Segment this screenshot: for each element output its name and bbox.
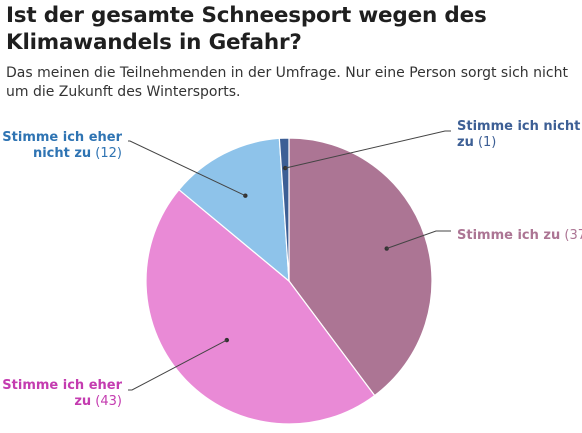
leader-line-2 <box>128 339 228 391</box>
pie-slice-2 <box>145 188 376 425</box>
leader-line-4 <box>285 130 451 169</box>
slice-label-1: Stimme ich zu (37) <box>457 228 582 243</box>
leader-dot-2 <box>224 337 230 343</box>
leader-line-1 <box>386 230 451 249</box>
chart-subtitle: Das meinen die Teilnehmenden in der Umfr… <box>6 65 568 100</box>
pie-slice-4 <box>278 137 290 282</box>
leader-dot-1 <box>384 246 389 251</box>
chart-title: Ist der gesamte Schneesport wegen des Kl… <box>6 3 487 55</box>
slice-label-3: Stimme ich eher nicht zu (12) <box>2 130 122 161</box>
leader-line-3 <box>128 140 246 197</box>
leader-dot-4 <box>282 165 288 171</box>
slice-label-4: Stimme ich nicht zu (1) <box>457 119 580 150</box>
pie-slice-3 <box>178 137 290 283</box>
pie-slice-1 <box>288 137 433 397</box>
slice-label-2: Stimme ich eher zu (43) <box>2 378 122 409</box>
